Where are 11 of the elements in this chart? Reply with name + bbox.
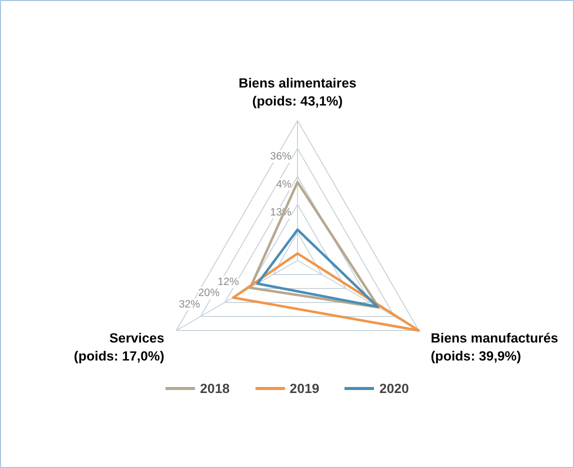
spoke-label: Biens manufacturés (poids: 39,9%) [430, 330, 558, 364]
text: 32% [178, 298, 201, 310]
legend-label: 2020 [379, 380, 409, 396]
spoke-label: Services (poids: 17,0%) [74, 330, 164, 364]
legend-label: 2018 [200, 380, 230, 396]
spoke-label: Biens alimentaires (poids: 43,1%) [238, 76, 356, 108]
text: 12% [218, 276, 240, 288]
legend-label: 2019 [290, 380, 320, 396]
text: 4% [276, 178, 292, 190]
text: 36% [270, 150, 292, 162]
text: 20% [198, 287, 220, 300]
